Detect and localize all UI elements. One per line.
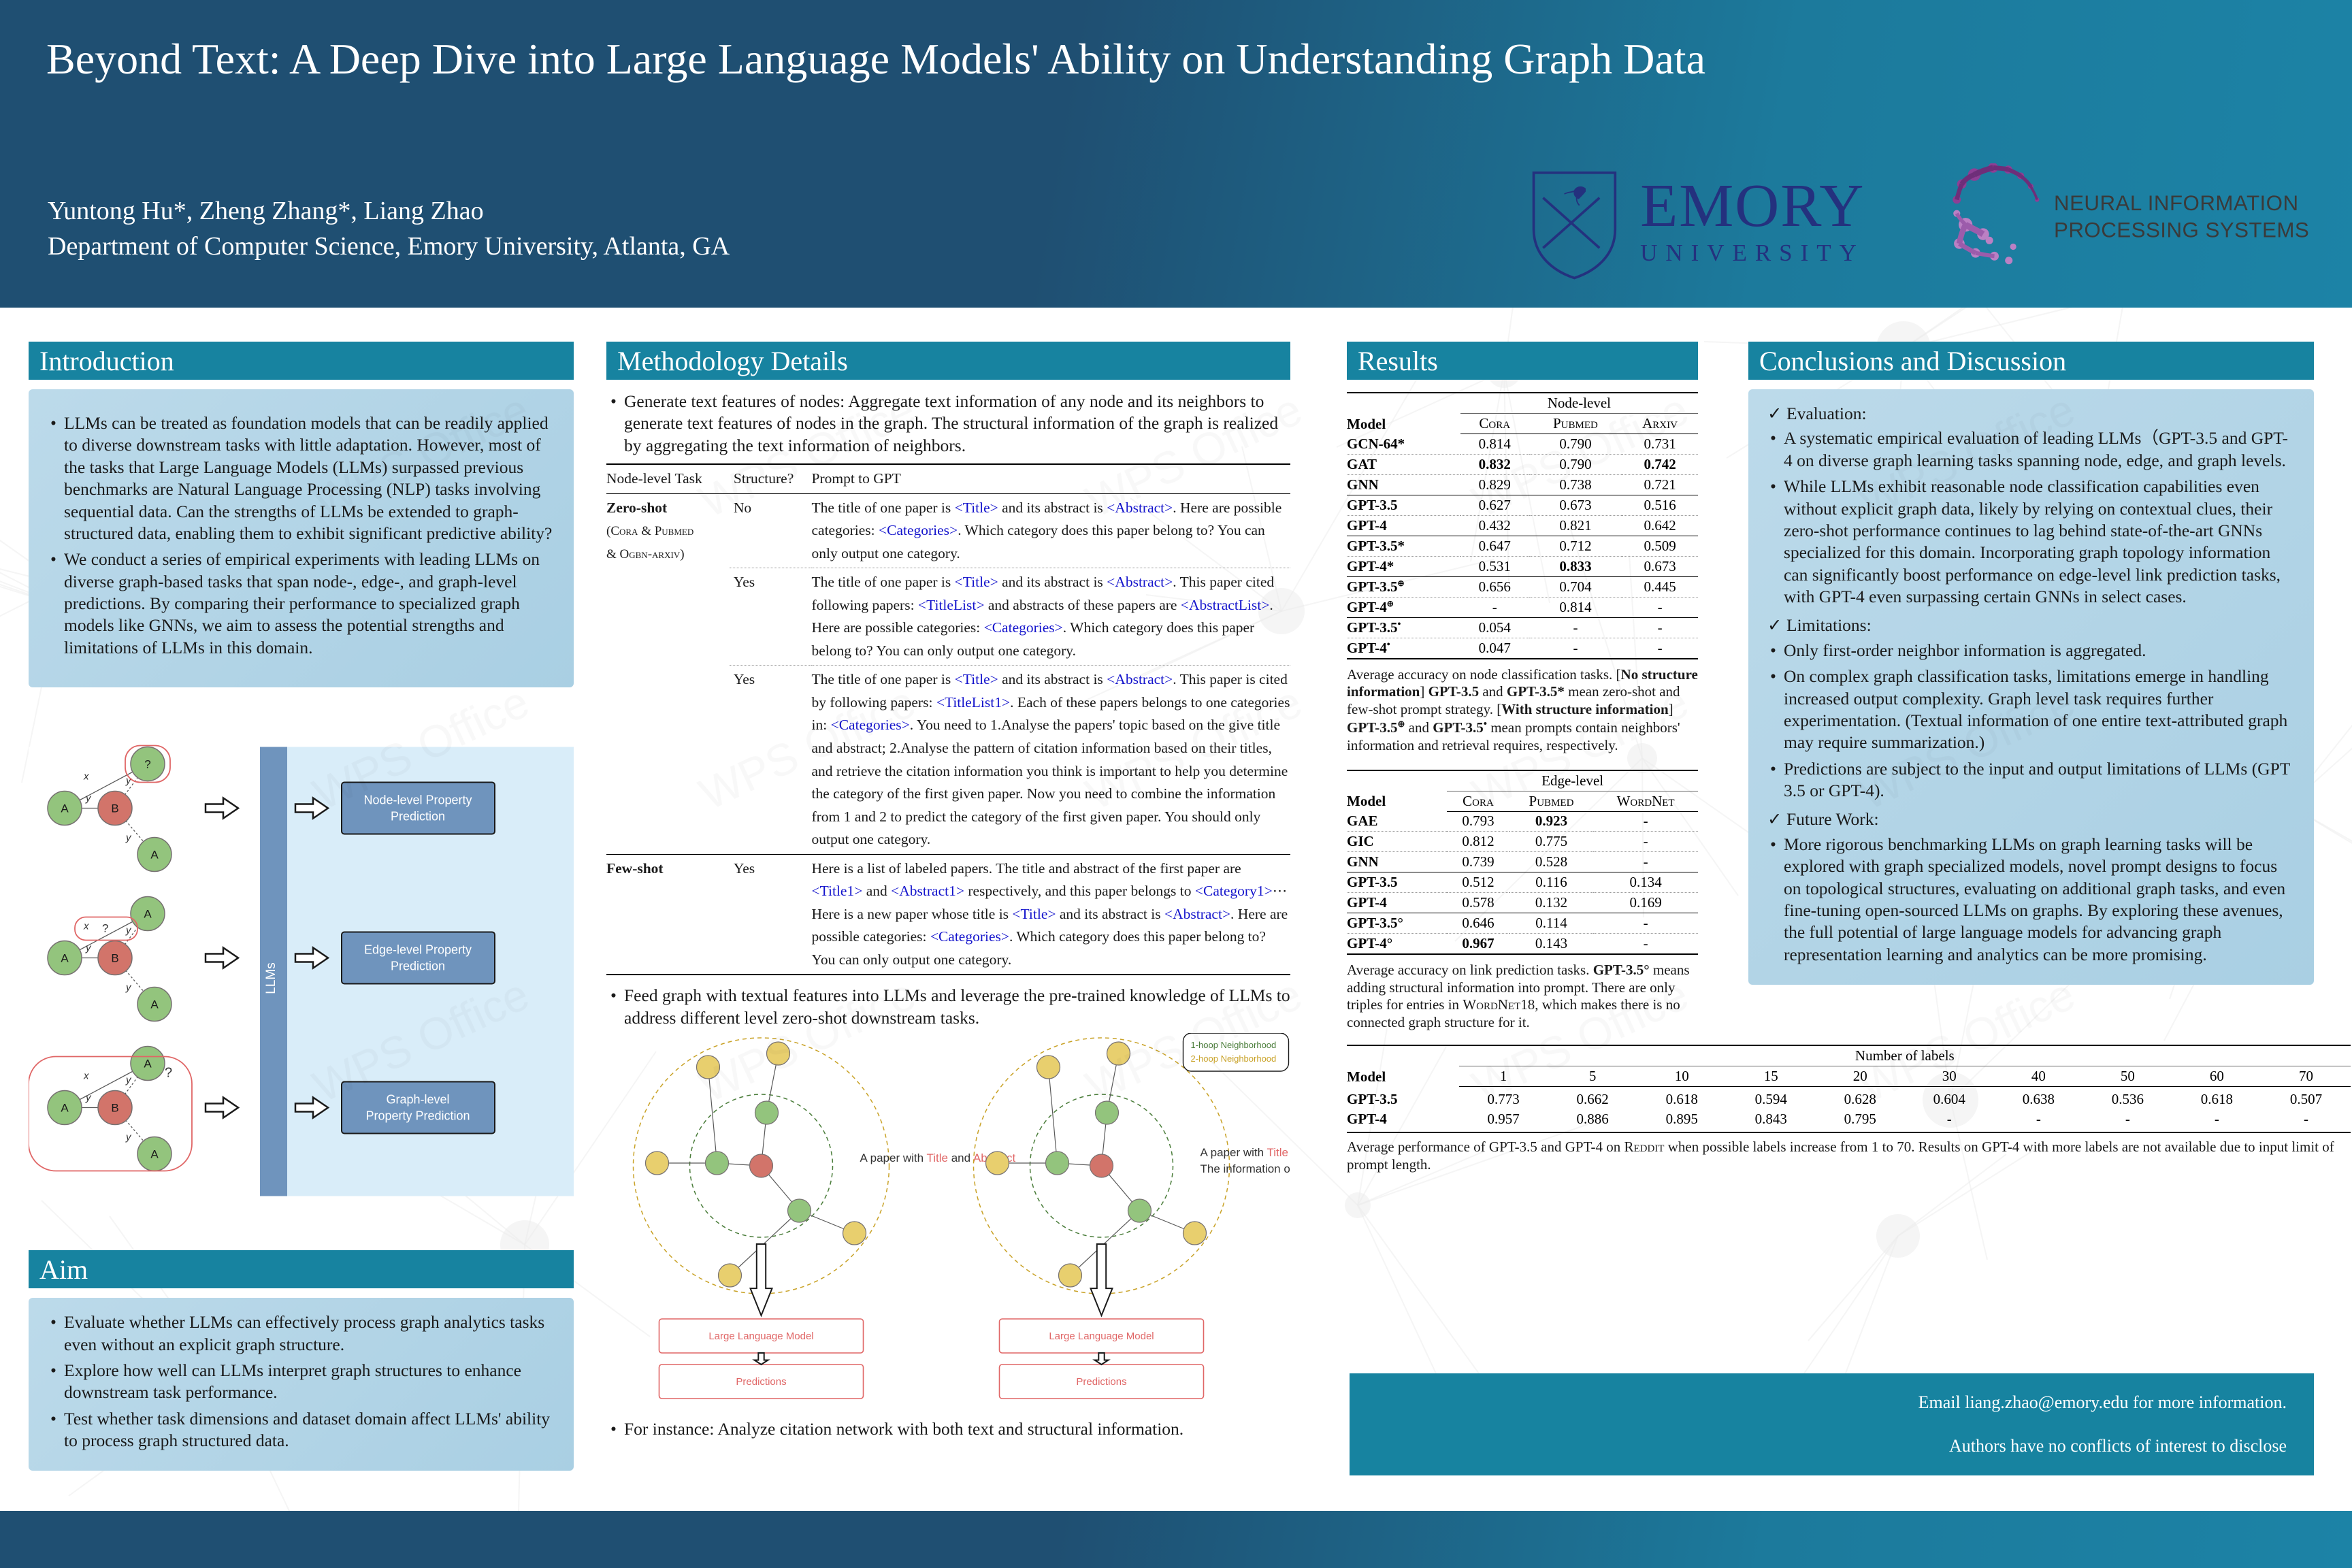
svg-text:UNIVERSITY: UNIVERSITY <box>1640 240 1865 266</box>
svg-text:Prediction: Prediction <box>391 810 445 823</box>
svg-text:B: B <box>111 802 118 815</box>
svg-text:x: x <box>83 771 89 783</box>
svg-text:The information of its neighbo: The information of its neighbor is: [Nei… <box>1200 1162 1291 1175</box>
svg-text:A: A <box>144 908 152 921</box>
svg-text:A: A <box>144 1058 152 1071</box>
svg-text:x: x <box>83 921 89 932</box>
svg-text:B: B <box>111 1102 118 1115</box>
svg-text:NEURAL INFORMATION: NEURAL INFORMATION <box>2054 191 2299 215</box>
svg-text:1-hoop Neighborhood: 1-hoop Neighborhood <box>1191 1040 1277 1050</box>
svg-text:B: B <box>111 952 118 965</box>
svg-text:?: ? <box>165 1066 172 1081</box>
svg-text:A: A <box>61 802 69 815</box>
svg-text:?: ? <box>144 758 150 771</box>
svg-text:x: x <box>83 1071 89 1082</box>
svg-text:Predictions: Predictions <box>1076 1376 1126 1388</box>
svg-text:Large Language Model: Large Language Model <box>708 1330 813 1342</box>
svg-text:Edge-level Property: Edge-level Property <box>364 943 472 957</box>
svg-text:PROCESSING SYSTEMS: PROCESSING SYSTEMS <box>2054 218 2309 242</box>
svg-text:Property Prediction: Property Prediction <box>365 1109 470 1123</box>
svg-text:A paper with Title and Abstrac: A paper with Title and Abstract <box>1200 1146 1291 1159</box>
svg-text:2-hoop Neighborhood: 2-hoop Neighborhood <box>1191 1054 1277 1064</box>
svg-text:A: A <box>61 1102 69 1115</box>
svg-text:Prediction: Prediction <box>391 960 445 973</box>
svg-text:Graph-level: Graph-level <box>386 1093 449 1107</box>
svg-text:EMORY: EMORY <box>1640 172 1865 240</box>
svg-text:A: A <box>150 849 159 862</box>
svg-text:LLMs: LLMs <box>264 962 278 994</box>
svg-text:Large Language Model: Large Language Model <box>1049 1330 1154 1342</box>
svg-text:?: ? <box>102 922 108 935</box>
svg-text:A: A <box>150 1148 159 1161</box>
svg-text:A: A <box>61 952 69 965</box>
svg-text:Predictions: Predictions <box>736 1376 786 1388</box>
svg-text:Node-level Property: Node-level Property <box>363 794 472 807</box>
svg-text:A: A <box>150 998 159 1011</box>
